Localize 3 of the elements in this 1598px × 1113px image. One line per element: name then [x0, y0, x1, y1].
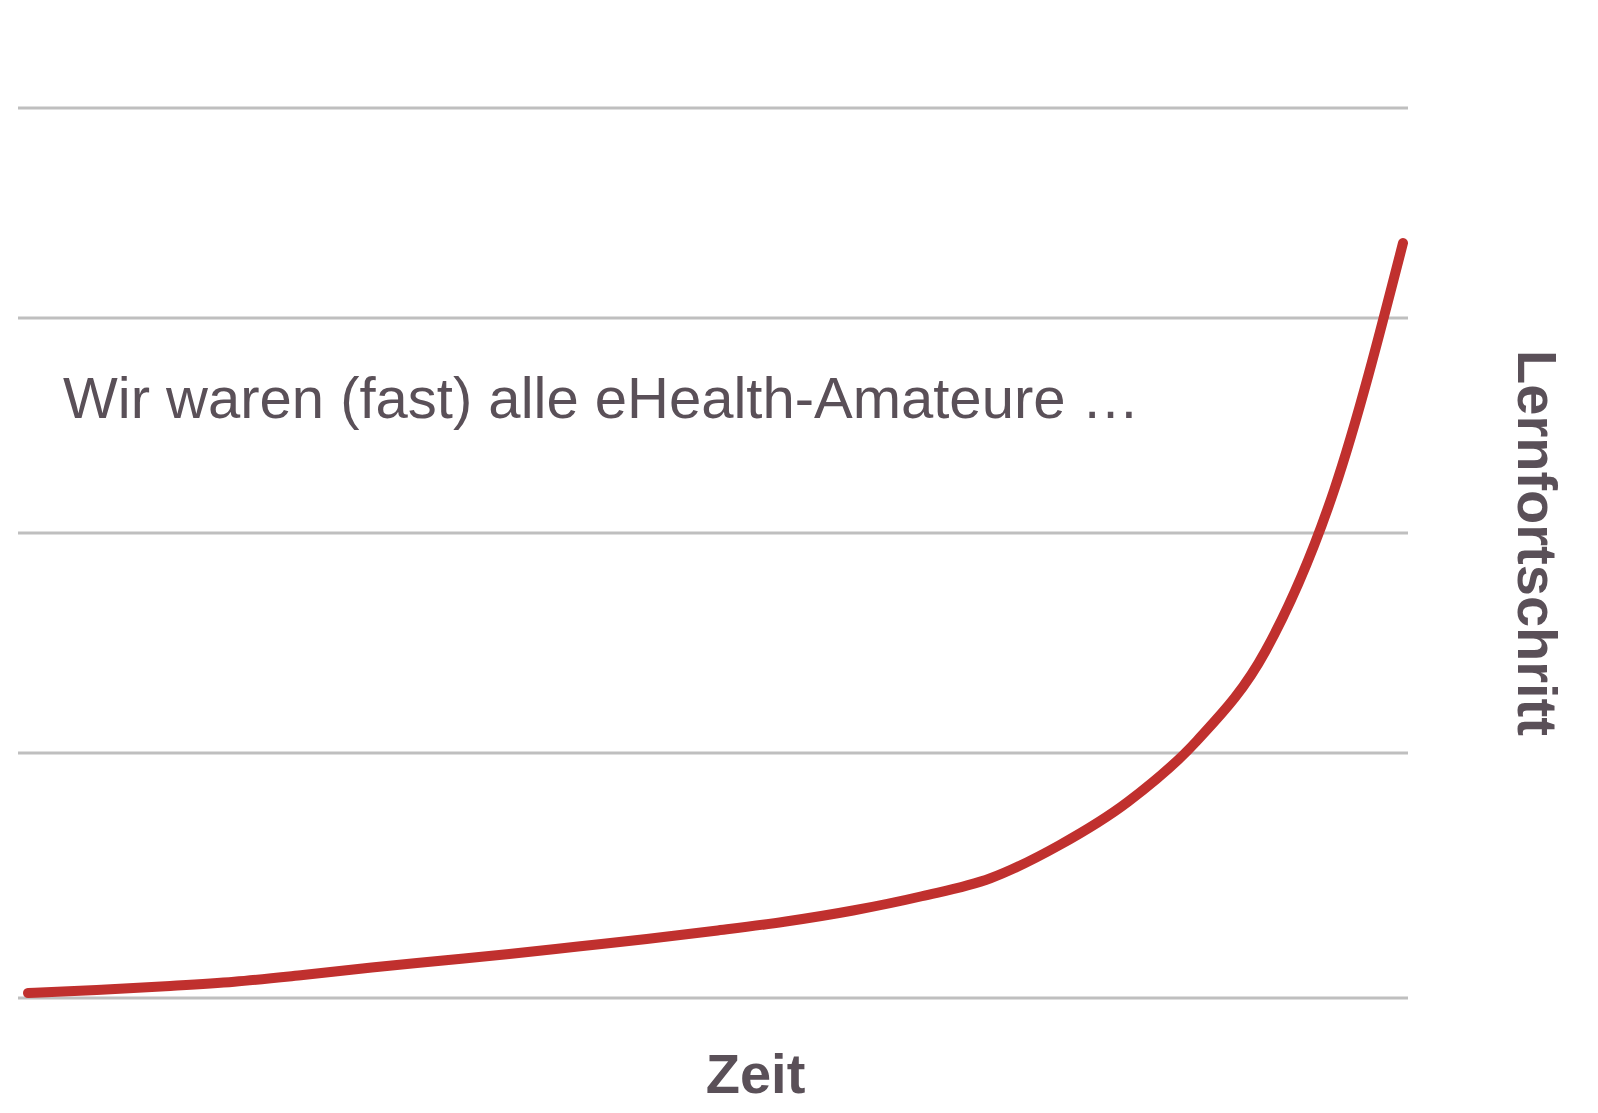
text: Wir waren (fast) alle eHealth-Amateure … — [63, 365, 1140, 430]
x-axis-title: Zeit — [705, 1042, 806, 1105]
y-axis-title: Lernfortschritt — [1506, 350, 1569, 736]
